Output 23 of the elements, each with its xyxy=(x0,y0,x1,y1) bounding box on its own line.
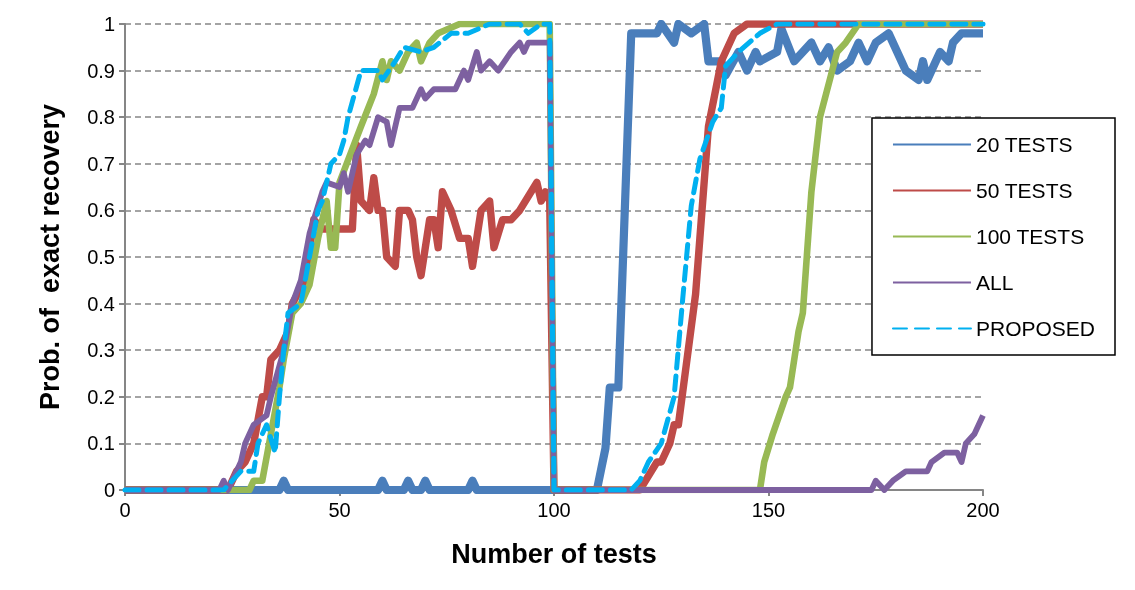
x-axis-title: Number of tests xyxy=(451,538,657,569)
y-tick-label: 0.9 xyxy=(87,59,115,82)
y-tick-label: 0 xyxy=(103,479,115,501)
x-tick-label: 150 xyxy=(751,499,786,521)
y-tick-label: 1 xyxy=(103,13,115,35)
x-tick-label: 200 xyxy=(966,499,1000,521)
legend-label: 100 TESTS xyxy=(975,225,1085,248)
y-tick-label: 0.5 xyxy=(87,246,115,268)
legend-label: ALL xyxy=(975,271,1014,294)
legend-label: 50 TESTS xyxy=(975,179,1073,202)
y-tick-label: 0.2 xyxy=(87,385,115,408)
y-tick-label: 0.6 xyxy=(87,199,115,222)
y-axis-title: Prob. of exact recovery xyxy=(34,103,65,411)
y-tick-label: 0.1 xyxy=(87,432,115,455)
y-tick-label: 0.3 xyxy=(87,339,115,362)
legend-label: PROPOSED xyxy=(975,317,1095,340)
x-tick-label: 100 xyxy=(537,499,571,521)
x-tick-label: 0 xyxy=(119,499,131,521)
x-tick-label: 50 xyxy=(328,499,351,521)
legend-label: 20 TESTS xyxy=(975,133,1073,156)
y-tick-label: 0.8 xyxy=(87,106,115,129)
y-tick-label: 0.7 xyxy=(87,152,115,175)
y-tick-label: 0.4 xyxy=(87,292,115,315)
